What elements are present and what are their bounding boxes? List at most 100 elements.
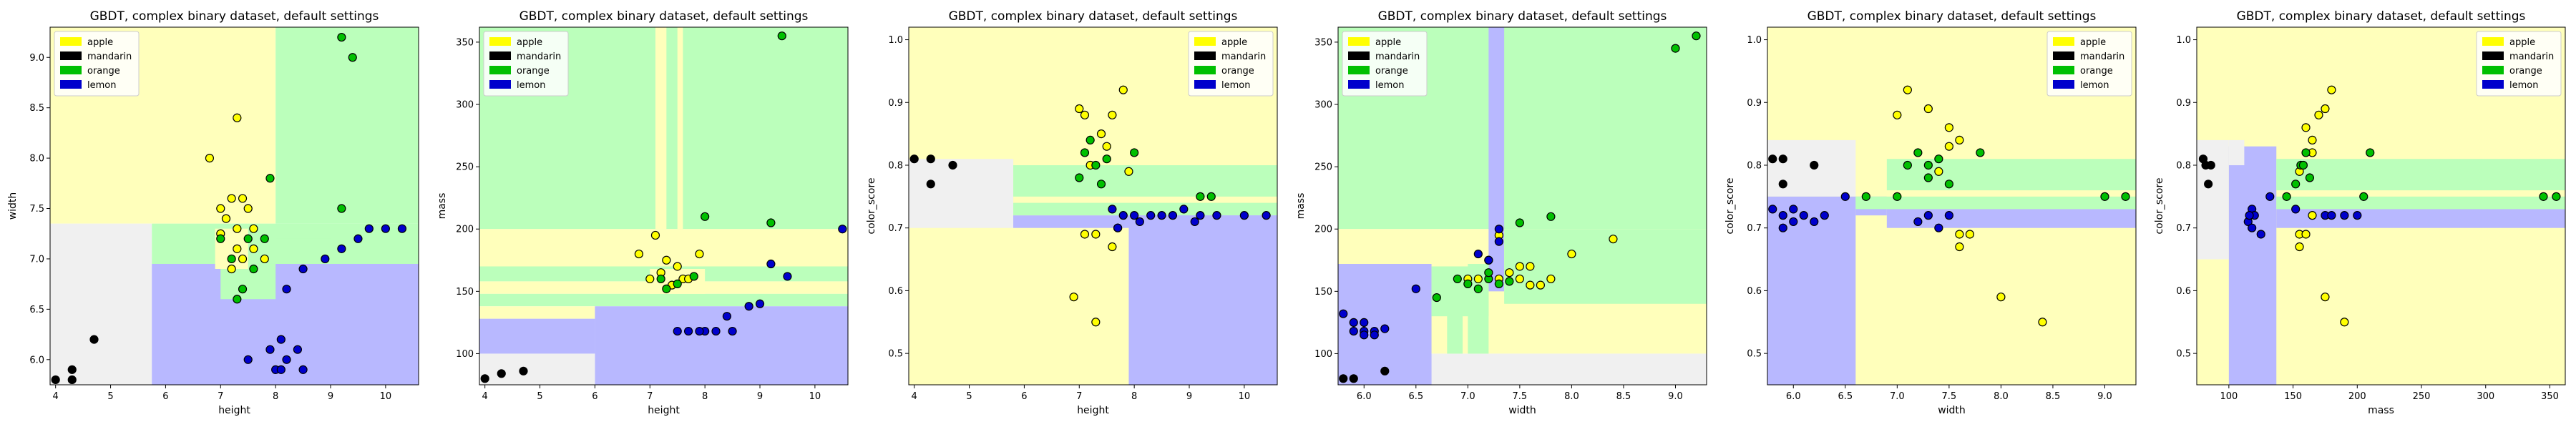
data-point-apple xyxy=(2301,123,2311,132)
data-point-lemon xyxy=(1934,223,1943,232)
data-point-apple xyxy=(1080,230,1090,239)
data-point-apple xyxy=(1536,280,1545,290)
x-tick-label: 6 xyxy=(162,391,168,402)
data-point-lemon xyxy=(282,355,291,364)
legend-label-apple: apple xyxy=(87,37,113,48)
x-tick-label: 6.0 xyxy=(1786,391,1801,402)
y-tick-label: 100 xyxy=(1314,349,1332,360)
y-axis-label: mass xyxy=(1295,193,1307,220)
data-point-apple xyxy=(1473,274,1483,284)
data-point-lemon xyxy=(1113,223,1123,232)
data-point-lemon xyxy=(282,285,291,294)
legend-label-orange: orange xyxy=(2509,66,2542,77)
scatter-points xyxy=(51,32,407,385)
legend-box xyxy=(1342,31,1428,97)
legend-swatch-mandarin xyxy=(1348,51,1370,60)
y-axis-label: color_score xyxy=(2154,177,2165,234)
data-point-lemon xyxy=(711,326,721,336)
axes-frame xyxy=(1337,26,1707,386)
legend-label-lemon: lemon xyxy=(87,80,116,91)
data-point-lemon xyxy=(2248,223,2257,232)
legend-label-orange: orange xyxy=(87,66,120,77)
data-point-lemon xyxy=(1789,205,1798,214)
data-point-apple xyxy=(1526,280,1535,290)
data-point-lemon xyxy=(1196,211,1205,220)
region-apple xyxy=(479,306,595,319)
axes-frame xyxy=(49,26,419,386)
x-tick-label: 10 xyxy=(1239,391,1251,402)
x-tick-label: 7.0 xyxy=(1890,391,1905,402)
region-lemon xyxy=(1013,215,1277,228)
y-tick-label: 0.6 xyxy=(1747,286,1762,297)
data-point-orange xyxy=(1671,44,1680,53)
chart-panel-2: 4 5 6 7 8 9 10 100 150 200 250 300 350 GBDT, complex … xyxy=(436,9,849,416)
data-point-orange xyxy=(2366,148,2375,157)
data-point-orange xyxy=(1080,148,1090,157)
data-point-lemon xyxy=(1349,326,1358,336)
region-orange xyxy=(2276,159,2565,191)
data-point-lemon xyxy=(2291,205,2301,214)
data-point-orange xyxy=(673,279,682,288)
chart-panel-6: 100 150 200 250 300 350 0.5 0.6 0.7 0.8 0.9 1.0 GBDT… xyxy=(2154,9,2566,416)
x-tick-label: 350 xyxy=(2541,391,2559,402)
data-point-apple xyxy=(249,244,258,253)
data-point-lemon xyxy=(1411,284,1420,293)
data-point-apple xyxy=(1893,110,1902,119)
data-point-orange xyxy=(2359,192,2368,201)
legend-swatch-orange xyxy=(489,66,511,74)
data-point-apple xyxy=(238,254,248,264)
data-point-mandarin xyxy=(1380,366,1390,375)
data-point-lemon xyxy=(838,225,847,234)
data-point-lemon xyxy=(766,259,776,269)
y-tick-label: 7.5 xyxy=(29,204,44,215)
chart-title: GBDT, complex binary dataset, default se… xyxy=(1807,9,2097,24)
data-point-orange xyxy=(1096,180,1106,189)
data-point-lemon xyxy=(1239,211,1249,220)
legend-box xyxy=(2046,31,2132,97)
data-point-orange xyxy=(1463,279,1473,288)
data-point-mandarin xyxy=(926,154,935,164)
data-point-orange xyxy=(662,284,671,293)
region-mandarin xyxy=(479,353,595,385)
data-point-apple xyxy=(227,264,236,274)
data-point-orange xyxy=(1473,284,1483,293)
x-tick-label: 7.5 xyxy=(1513,391,1528,402)
chart-panel-5: 6.0 6.5 7.0 7.5 8.0 8.5 9.0 0.5 0.6 0.7 0.8 0.9 1.0 G… xyxy=(1724,9,2137,416)
x-tick-label: 9 xyxy=(1186,391,1192,402)
data-point-apple xyxy=(1091,230,1101,239)
legend-swatch-orange xyxy=(60,66,82,74)
x-tick-label: 4 xyxy=(53,391,59,402)
data-point-lemon xyxy=(265,345,275,354)
data-point-orange xyxy=(2291,180,2301,189)
region-mandarin xyxy=(50,223,152,385)
legend-swatch-mandarin xyxy=(2053,51,2074,60)
data-point-apple xyxy=(695,249,704,259)
chart-title: GBDT, complex binary dataset, default se… xyxy=(90,9,379,24)
data-point-mandarin xyxy=(2204,180,2213,189)
y-axis-label: width xyxy=(7,192,19,220)
data-point-apple xyxy=(1515,262,1524,271)
y-tick-label: 6.5 xyxy=(29,305,44,315)
region-mandarin xyxy=(2228,139,2245,165)
data-point-lemon xyxy=(755,299,765,308)
data-point-mandarin xyxy=(1778,154,1787,164)
region-apple xyxy=(655,27,667,230)
data-point-orange xyxy=(2301,148,2311,157)
x-tick-label: 10 xyxy=(380,391,392,402)
region-lemon xyxy=(1128,215,1277,385)
y-tick-label: 0.7 xyxy=(888,223,903,234)
data-point-orange xyxy=(1923,173,1933,182)
data-point-lemon xyxy=(744,302,753,311)
legend-label-mandarin: mandarin xyxy=(1375,51,1420,62)
legend-box xyxy=(2476,31,2562,97)
region-orange xyxy=(1855,196,2136,210)
data-point-orange xyxy=(1085,135,1095,144)
x-tick-label: 8.5 xyxy=(1616,391,1631,402)
legend-swatch-apple xyxy=(2482,37,2504,46)
legend-swatch-mandarin xyxy=(60,51,82,60)
y-tick-label: 0.8 xyxy=(2176,160,2191,171)
data-point-lemon xyxy=(1494,237,1503,246)
data-point-lemon xyxy=(783,272,792,281)
region-lemon xyxy=(2276,209,2565,228)
legend-label-orange: orange xyxy=(2080,66,2113,77)
